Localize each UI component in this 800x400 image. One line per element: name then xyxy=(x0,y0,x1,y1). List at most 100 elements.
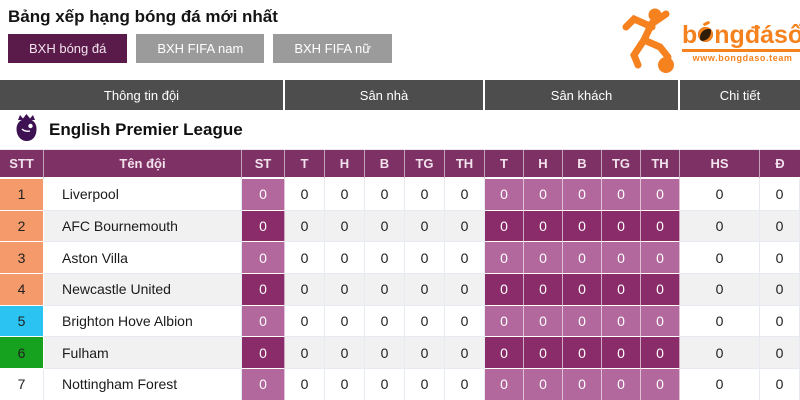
stat-cell: 0 xyxy=(285,369,325,400)
stat-cell: 0 xyxy=(485,179,524,211)
stat-cell: 0 xyxy=(641,337,680,370)
stat-cell: 0 xyxy=(680,369,760,400)
stat-cell: 0 xyxy=(365,274,405,306)
col-header-away-t: T xyxy=(485,150,524,179)
column-header-row: STT Tên đội ST T H B TG TH T H B TG TH H… xyxy=(0,150,800,179)
stat-cell: 0 xyxy=(563,305,602,338)
col-header-team: Tên đội xyxy=(44,150,242,179)
rank-cell: 5 xyxy=(0,305,44,338)
stat-cell: 0 xyxy=(485,242,524,275)
col-header-home-th: TH xyxy=(445,150,485,179)
stat-cell: 0 xyxy=(285,305,325,338)
col-header-home-tg: TG xyxy=(405,150,445,179)
site-logo[interactable]: b ngđásố www.bongdaso.team xyxy=(608,7,800,78)
stat-cell: 0 xyxy=(365,210,405,243)
stat-cell: 0 xyxy=(405,337,445,370)
col-header-home-t: T xyxy=(285,150,325,179)
stat-cell: 0 xyxy=(285,210,325,243)
page: Bảng xếp hạng bóng đá mới nhất b ngđásố w… xyxy=(0,7,800,400)
tab-bxh-fifa-nam[interactable]: BXH FIFA nam xyxy=(136,34,265,63)
rank-cell: 7 xyxy=(0,369,44,400)
stat-cell: 0 xyxy=(325,242,365,275)
stat-cell: 0 xyxy=(445,242,485,275)
stat-cell: 0 xyxy=(524,337,563,370)
stat-cell: 0 xyxy=(563,210,602,243)
stat-cell: 0 xyxy=(760,210,800,243)
stat-cell: 0 xyxy=(524,305,563,338)
tab-bar: BXH bóng đá BXH FIFA nam BXH FIFA nữ xyxy=(8,34,800,63)
stat-cell: 0 xyxy=(242,305,285,338)
group-header-row: Thông tin đội Sân nhà Sân khách Chi tiết xyxy=(0,80,800,110)
stat-cell: 0 xyxy=(641,242,680,275)
stat-cell: 0 xyxy=(405,369,445,400)
stat-cell: 0 xyxy=(445,179,485,211)
stat-cell: 0 xyxy=(242,274,285,306)
stat-cell: 0 xyxy=(485,274,524,306)
col-header-away-h: H xyxy=(524,150,563,179)
col-header-stt: STT xyxy=(0,150,44,179)
team-name-cell: Nottingham Forest xyxy=(44,369,242,400)
stat-cell: 0 xyxy=(445,305,485,338)
page-title: Bảng xếp hạng bóng đá mới nhất xyxy=(8,7,278,26)
stat-cell: 0 xyxy=(760,179,800,211)
league-name: English Premier League xyxy=(49,119,243,139)
stat-cell: 0 xyxy=(365,179,405,211)
stat-cell: 0 xyxy=(680,242,760,275)
stat-cell: 0 xyxy=(445,369,485,400)
logo-url: www.bongdaso.team xyxy=(692,52,793,63)
stat-cell: 0 xyxy=(641,274,680,306)
stat-cell: 0 xyxy=(485,210,524,243)
stat-cell: 0 xyxy=(325,305,365,338)
stat-cell: 0 xyxy=(680,179,760,211)
stat-cell: 0 xyxy=(365,242,405,275)
stat-cell: 0 xyxy=(325,337,365,370)
stat-cell: 0 xyxy=(365,337,405,370)
stat-cell: 0 xyxy=(760,369,800,400)
stat-cell: 0 xyxy=(641,179,680,211)
stat-cell: 0 xyxy=(760,274,800,306)
logo-text: b ngđásố www.bongdaso.team xyxy=(682,22,800,63)
stat-cell: 0 xyxy=(602,210,641,243)
stat-cell: 0 xyxy=(602,242,641,275)
group-header-away: Sân khách xyxy=(485,80,680,110)
tab-bxh-fifa-nu[interactable]: BXH FIFA nữ xyxy=(273,34,392,63)
soccer-player-icon xyxy=(608,7,680,78)
stat-cell: 0 xyxy=(325,369,365,400)
team-name-cell: Fulham xyxy=(44,337,242,370)
stat-cell: 0 xyxy=(563,242,602,275)
stat-cell: 0 xyxy=(405,210,445,243)
team-name-cell: Liverpool xyxy=(44,179,242,211)
rank-cell: 3 xyxy=(0,242,44,275)
group-header-home: Sân nhà xyxy=(285,80,485,110)
stat-cell: 0 xyxy=(602,179,641,211)
stat-cell: 0 xyxy=(485,305,524,338)
stat-cell: 0 xyxy=(285,179,325,211)
tab-bxh-bong-da[interactable]: BXH bóng đá xyxy=(8,34,128,63)
stat-cell: 0 xyxy=(365,305,405,338)
stat-cell: 0 xyxy=(680,305,760,338)
stat-cell: 0 xyxy=(563,337,602,370)
stat-cell: 0 xyxy=(325,274,365,306)
stat-cell: 0 xyxy=(680,210,760,243)
col-header-st: ST xyxy=(242,150,285,179)
team-name-cell: Brighton Hove Albion xyxy=(44,305,242,338)
soccer-ball-icon xyxy=(698,27,714,42)
stat-cell: 0 xyxy=(242,210,285,243)
stat-cell: 0 xyxy=(641,210,680,243)
stat-cell: 0 xyxy=(602,305,641,338)
rank-cell: 4 xyxy=(0,274,44,306)
stat-cell: 0 xyxy=(405,274,445,306)
stat-cell: 0 xyxy=(242,179,285,211)
stat-cell: 0 xyxy=(325,179,365,211)
stat-cell: 0 xyxy=(760,242,800,275)
group-header-details: Chi tiết xyxy=(719,87,761,103)
stat-cell: 0 xyxy=(760,337,800,370)
